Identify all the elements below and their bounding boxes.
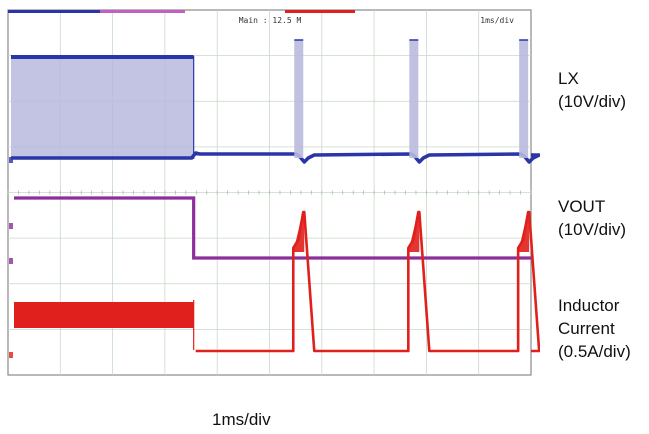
lx-name: LX xyxy=(558,69,579,88)
header-bar-blue xyxy=(8,10,100,13)
header-right-text: 1ms/div xyxy=(480,16,514,25)
lx-switching-fill xyxy=(11,56,194,159)
lx-pulse-3 xyxy=(519,40,529,158)
header-bar-purple xyxy=(100,10,185,13)
il-scale: (0.5A/div) xyxy=(558,342,631,361)
vout-scale: (10V/div) xyxy=(558,220,627,239)
lx-pulse-1 xyxy=(294,40,304,158)
scope-header: Main : 12.5 M 1ms/div xyxy=(8,10,514,25)
il-ramp-peak-3 xyxy=(518,214,530,252)
lx-scale: (10V/div) xyxy=(558,92,627,111)
il-name-line2: Current xyxy=(558,319,615,338)
oscilloscope-plot: Main : 12.5 M 1ms/div xyxy=(7,9,540,376)
lx-ground-marker xyxy=(9,157,13,163)
il-ramp-peak-1 xyxy=(293,214,305,252)
il-ramp-peak-2 xyxy=(408,214,420,252)
lx-channel-label: LX (10V/div) xyxy=(558,67,626,113)
header-center-text: Main : 12.5 M xyxy=(239,16,302,25)
header-bar-red xyxy=(285,10,355,13)
time-base-label: 1ms/div xyxy=(212,410,271,429)
il-band xyxy=(14,302,194,328)
vout-name: VOUT xyxy=(558,197,606,216)
waveforms xyxy=(11,39,540,353)
vout-ground-marker xyxy=(9,258,13,264)
vout-channel-label: VOUT (10V/div) xyxy=(558,195,626,241)
lx-pulse-2 xyxy=(409,40,419,158)
vout-offset-marker xyxy=(9,223,13,229)
il-ground-marker xyxy=(9,352,13,358)
inductor-current-label: Inductor Current (0.5A/div) xyxy=(558,294,631,363)
vout-trace xyxy=(14,196,531,260)
il-name-line1: Inductor xyxy=(558,296,620,315)
channel-markers xyxy=(9,157,13,358)
